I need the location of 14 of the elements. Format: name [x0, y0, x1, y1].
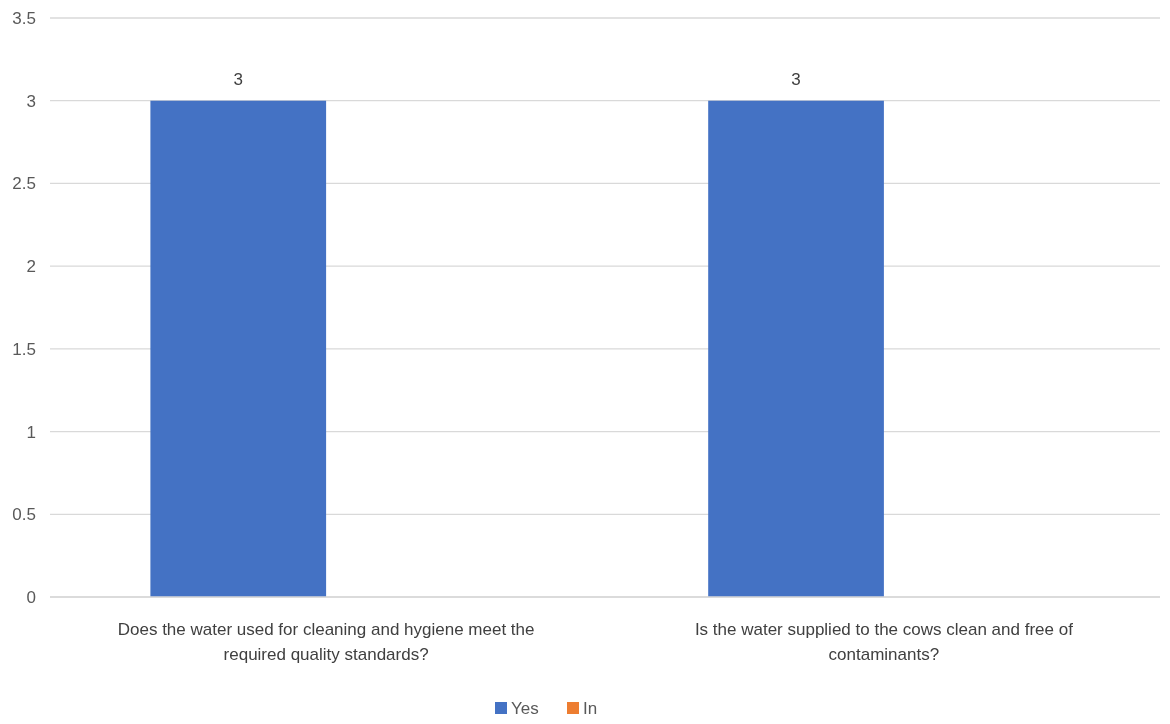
y-tick-label: 2: [26, 257, 36, 277]
y-tick-label: 2.5: [12, 174, 36, 194]
y-tick-label: 3.5: [12, 9, 36, 28]
x-tick-label: Does the water used for cleaning and hygiene meet the required quality standards?: [117, 620, 535, 664]
legend-label: In: [583, 699, 598, 718]
data-label: 3: [233, 69, 243, 89]
data-label: 3: [791, 69, 801, 89]
x-tick-label: Is the water supplied to the cows clean and free of contaminants?: [694, 620, 1074, 664]
y-tick-label: 3: [26, 91, 36, 111]
y-tick-label: 0.5: [12, 505, 36, 525]
legend-label: Yes: [511, 699, 539, 718]
y-tick-label: 1.5: [12, 339, 36, 359]
y-tick-label: 1: [26, 422, 36, 442]
y-tick-label: 0: [26, 588, 36, 607]
